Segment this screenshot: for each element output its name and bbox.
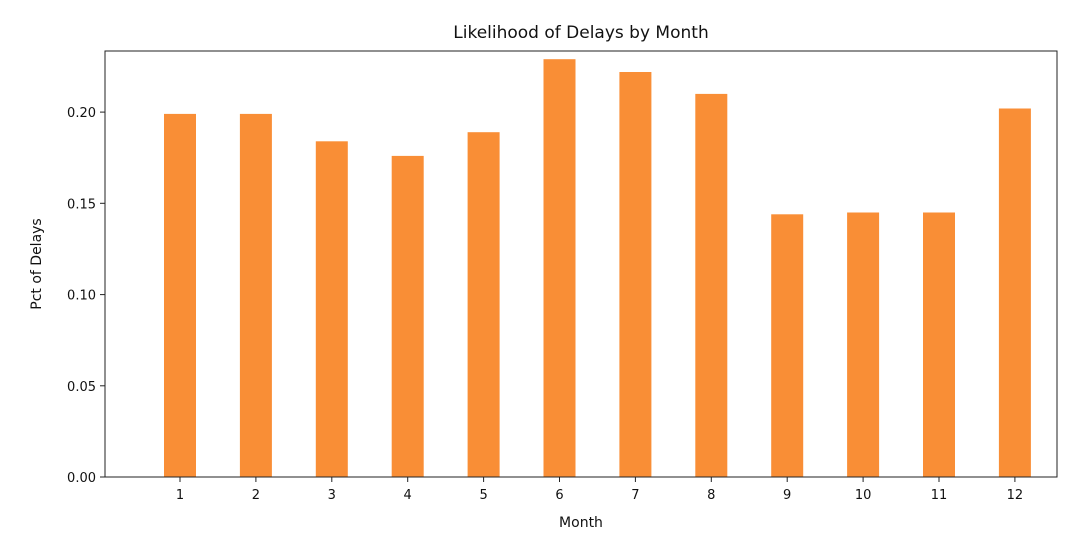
- bar-month-9: [771, 214, 804, 478]
- x-axis-label: Month: [559, 515, 603, 531]
- bar-month-5: [467, 132, 500, 477]
- bar-month-6: [543, 59, 576, 477]
- bar-month-4: [391, 155, 424, 477]
- plot-frame: [104, 50, 1058, 478]
- bar-month-10: [847, 212, 880, 477]
- bars-group: [164, 59, 1031, 478]
- x-tick-label: 11: [931, 488, 948, 503]
- y-tick-label: 0.10: [67, 289, 96, 304]
- bar-month-8: [695, 93, 728, 478]
- bar-month-12: [998, 108, 1031, 477]
- y-tick-label: 0.20: [67, 106, 96, 121]
- x-tick-label: 6: [555, 488, 563, 503]
- x-tick-label: 10: [855, 488, 872, 503]
- x-tick-label: 3: [328, 488, 336, 503]
- x-axis: 1 2 3 4 5 6 7 8 9 10 11 12: [176, 477, 1023, 503]
- x-tick-label: 5: [479, 488, 487, 503]
- bar-month-7: [619, 72, 652, 477]
- y-tick-label: 0.00: [67, 471, 96, 486]
- x-tick-label: 8: [707, 488, 715, 503]
- x-tick-label: 12: [1007, 488, 1024, 503]
- y-axis: 0.00 0.05 0.10 0.15 0.20: [67, 106, 105, 486]
- y-tick-label: 0.05: [67, 380, 96, 395]
- y-tick-label: 0.15: [67, 197, 96, 212]
- x-tick-label: 7: [631, 488, 639, 503]
- bar-month-2: [239, 113, 272, 478]
- bar-month-11: [923, 212, 955, 477]
- x-tick-label: 4: [404, 488, 412, 503]
- x-tick-label: 1: [176, 488, 184, 503]
- y-axis-label: Pct of Delays: [29, 218, 45, 309]
- bar-month-3: [315, 141, 348, 478]
- chart-title: Likelihood of Delays by Month: [453, 23, 708, 43]
- x-tick-label: 9: [783, 488, 791, 503]
- x-tick-label: 2: [252, 488, 260, 503]
- bar-month-1: [164, 113, 196, 478]
